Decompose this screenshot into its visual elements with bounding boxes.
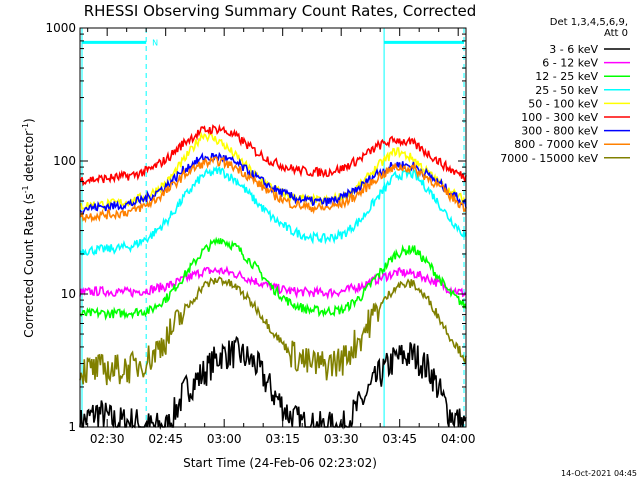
series-line-8	[79, 276, 467, 386]
plot-frame	[79, 27, 467, 428]
legend-label-1: 6 - 12 keV	[542, 57, 598, 70]
series-line-5	[79, 123, 467, 187]
legend-label-6: 300 - 800 keV	[521, 125, 598, 138]
series-group	[79, 123, 467, 430]
x-tick-label: 03:30	[324, 432, 359, 446]
night-markers: N	[81, 28, 465, 427]
legend-label-4: 50 - 100 keV	[528, 97, 598, 110]
y-tick-label: 1000	[45, 21, 76, 35]
legend-label-8: 7000 - 15000 keV	[500, 152, 598, 165]
x-tick-label: 03:00	[207, 432, 242, 446]
y-axis-label-sup2: -1	[21, 123, 30, 131]
legend-label-5: 100 - 300 keV	[521, 111, 598, 124]
flag-label: N	[152, 38, 158, 47]
y-axis-label-prefix: Corrected Count Rate (s	[22, 193, 36, 337]
x-axis-label: Start Time (24-Feb-06 02:23:02)	[183, 456, 377, 470]
series-line-3	[79, 165, 467, 256]
legend-header-1: Att 0	[604, 28, 628, 39]
y-axis-label-suffix: )	[22, 118, 36, 123]
legend-label-7: 800 - 7000 keV	[514, 138, 598, 151]
legend-label-3: 25 - 50 keV	[535, 84, 598, 97]
series-line-7	[79, 155, 467, 224]
x-tick-label: 03:45	[382, 432, 417, 446]
axes: 1 10 100 1000 02:30 02:45 03:00 03:15 03:30 03:45…	[45, 21, 475, 446]
x-tick-label: 02:45	[148, 432, 183, 446]
y-tick-label: 100	[53, 154, 76, 168]
y-tick-label: 10	[61, 287, 76, 301]
chart-title: RHESSI Observing Summary Count Rates, Co…	[84, 2, 477, 20]
x-tick-label: 03:15	[265, 432, 300, 446]
y-axis-label-sup1: -1	[21, 185, 30, 193]
x-tick-label: 02:30	[90, 432, 125, 446]
x-tick-label: 04:00	[441, 432, 476, 446]
y-axis-label-mid: detector	[22, 131, 36, 186]
series-line-2	[79, 236, 467, 321]
y-tick-label: 1	[68, 420, 76, 434]
legend-label-0: 3 - 6 keV	[549, 43, 598, 56]
footer-timestamp: 14-Oct-2021 04:45	[561, 469, 637, 478]
legend-header-0: Det 1,3,4,5,6,9,	[550, 17, 628, 28]
y-axis-label: Corrected Count Rate (s-1 detector-1)	[21, 118, 36, 337]
legend-label-2: 12 - 25 keV	[535, 70, 598, 83]
